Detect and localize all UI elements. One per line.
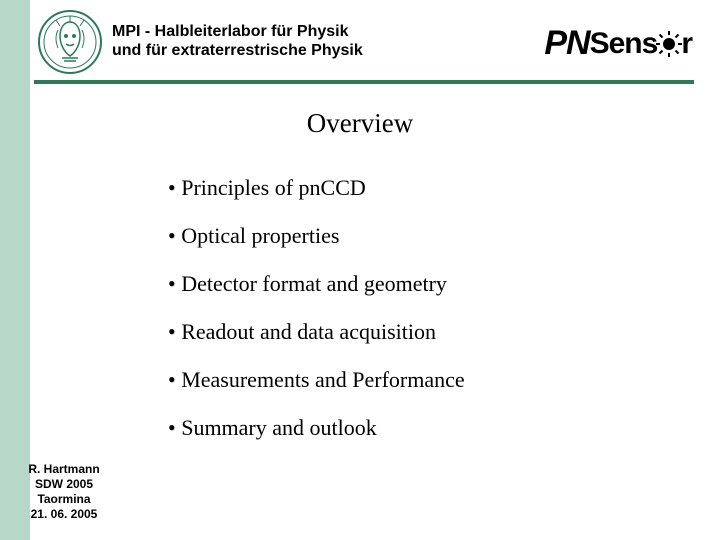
footer-place: Taormina bbox=[8, 492, 120, 507]
logo-r: r bbox=[681, 27, 692, 61]
list-item: • Principles of pnCCD bbox=[168, 175, 465, 201]
org-line-1: MPI - Halbleiterlabor für Physik bbox=[112, 22, 363, 41]
bullet-text: Detector format and geometry bbox=[181, 271, 447, 296]
footer-date: 21. 06. 2005 bbox=[8, 507, 120, 522]
footer-author: R. Hartmann bbox=[8, 462, 120, 477]
mpi-minerva-logo bbox=[38, 10, 102, 74]
list-item: • Summary and outlook bbox=[168, 415, 465, 441]
bullet-text: Measurements and Performance bbox=[181, 367, 464, 392]
pnsensor-logo: PN Sens r bbox=[442, 24, 692, 63]
header: MPI - Halbleiterlabor für Physik und für… bbox=[0, 0, 720, 92]
org-line-2: und für extraterrestrische Physik bbox=[112, 41, 363, 60]
list-item: • Detector format and geometry bbox=[168, 271, 465, 297]
bullet-text: Summary and outlook bbox=[181, 415, 377, 440]
logo-sens: Sens bbox=[590, 27, 658, 61]
bullet-text: Optical properties bbox=[181, 223, 339, 248]
header-org-text: MPI - Halbleiterlabor für Physik und für… bbox=[112, 22, 363, 60]
logo-pn: PN bbox=[544, 24, 589, 63]
list-item: • Readout and data acquisition bbox=[168, 319, 465, 345]
sun-icon bbox=[655, 30, 683, 58]
footer-event: SDW 2005 bbox=[8, 477, 120, 492]
bullet-text: Readout and data acquisition bbox=[181, 319, 436, 344]
footer: R. Hartmann SDW 2005 Taormina 21. 06. 20… bbox=[8, 462, 120, 522]
bullet-text: Principles of pnCCD bbox=[181, 175, 366, 200]
list-item: • Optical properties bbox=[168, 223, 465, 249]
bullet-list: • Principles of pnCCD • Optical properti… bbox=[168, 175, 465, 463]
page-title: Overview bbox=[0, 108, 720, 139]
list-item: • Measurements and Performance bbox=[168, 367, 465, 393]
header-rule bbox=[34, 80, 694, 84]
